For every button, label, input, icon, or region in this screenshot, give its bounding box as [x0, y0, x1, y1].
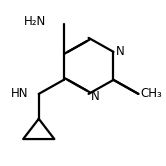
Text: N: N: [90, 90, 99, 103]
Text: H₂N: H₂N: [24, 15, 46, 28]
Text: HN: HN: [11, 87, 29, 100]
Text: CH₃: CH₃: [140, 87, 162, 100]
Text: N: N: [116, 45, 124, 58]
